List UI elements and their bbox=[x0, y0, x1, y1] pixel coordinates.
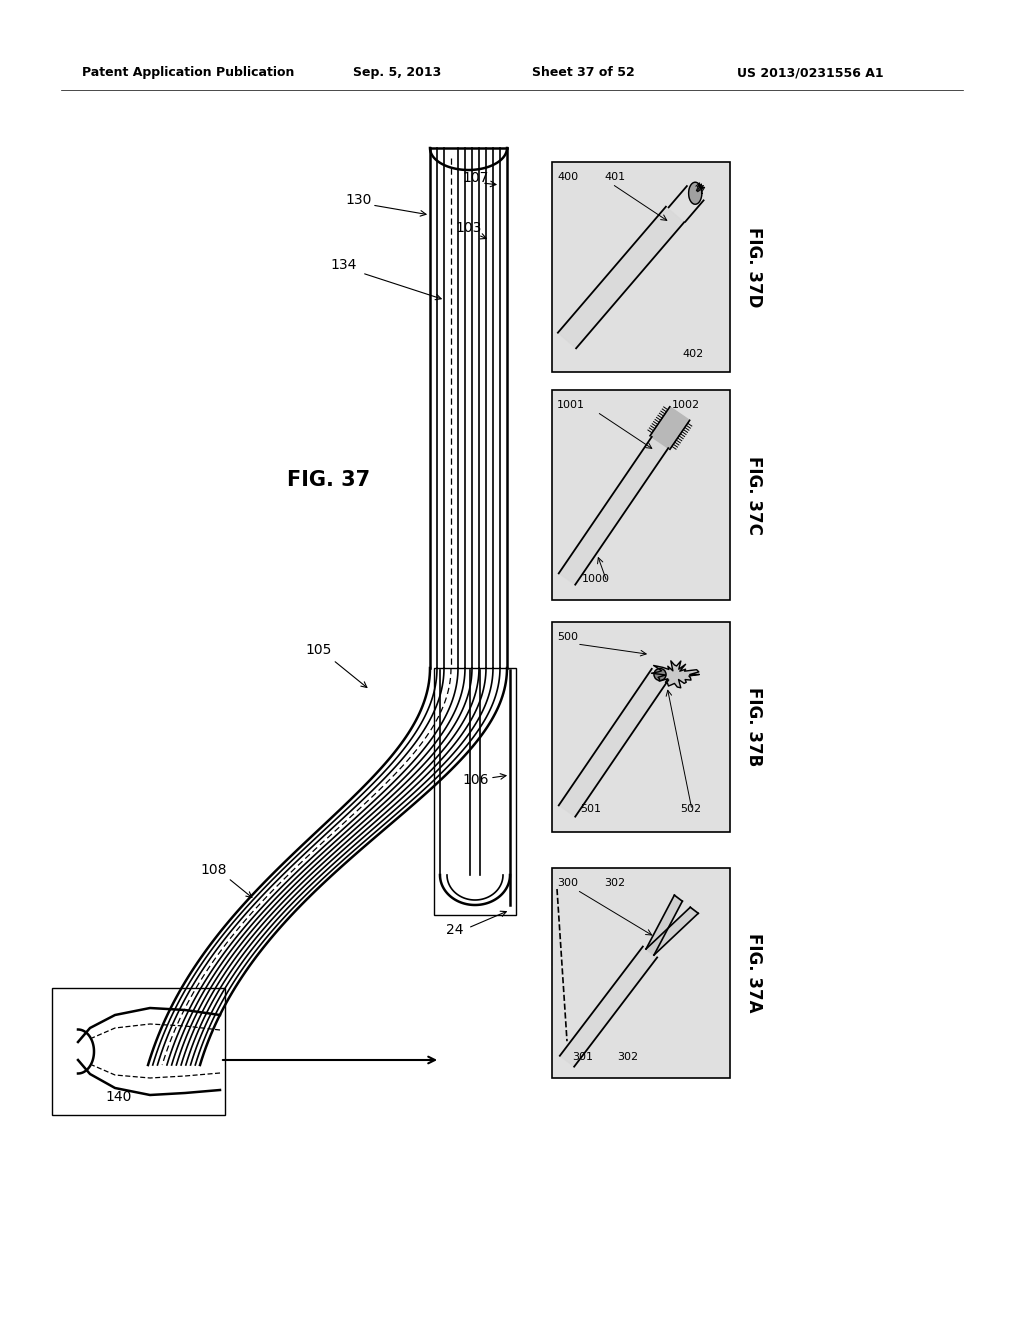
Text: 402: 402 bbox=[682, 348, 703, 359]
Polygon shape bbox=[646, 895, 682, 956]
Text: Sheet 37 of 52: Sheet 37 of 52 bbox=[532, 66, 635, 79]
Text: 301: 301 bbox=[572, 1052, 593, 1063]
Text: 302: 302 bbox=[617, 1052, 638, 1063]
Text: 140: 140 bbox=[105, 1090, 131, 1104]
Polygon shape bbox=[650, 407, 689, 449]
Bar bbox=[552, 869, 730, 1078]
Polygon shape bbox=[558, 207, 684, 348]
Text: 105: 105 bbox=[305, 643, 332, 657]
Polygon shape bbox=[651, 661, 698, 688]
Bar bbox=[552, 389, 730, 601]
Text: FIG. 37D: FIG. 37D bbox=[745, 227, 763, 308]
Polygon shape bbox=[559, 437, 669, 585]
Text: 302: 302 bbox=[604, 878, 625, 888]
Text: 501: 501 bbox=[580, 804, 601, 814]
Text: FIG. 37B: FIG. 37B bbox=[745, 688, 763, 767]
Text: 400: 400 bbox=[557, 172, 579, 182]
Bar bbox=[552, 622, 730, 832]
Circle shape bbox=[654, 668, 666, 681]
Text: 300: 300 bbox=[557, 878, 578, 888]
Text: Patent Application Publication: Patent Application Publication bbox=[82, 66, 294, 79]
Bar bbox=[52, 987, 225, 1115]
Text: 108: 108 bbox=[200, 863, 226, 876]
Text: 500: 500 bbox=[557, 632, 578, 642]
Text: 1002: 1002 bbox=[672, 400, 700, 411]
Polygon shape bbox=[688, 182, 701, 205]
Text: FIG. 37C: FIG. 37C bbox=[745, 455, 763, 535]
Text: 130: 130 bbox=[345, 193, 372, 207]
Bar bbox=[552, 162, 730, 372]
Text: Sep. 5, 2013: Sep. 5, 2013 bbox=[353, 66, 441, 79]
Text: 502: 502 bbox=[680, 804, 701, 814]
Text: FIG. 37: FIG. 37 bbox=[287, 470, 370, 490]
Polygon shape bbox=[560, 946, 657, 1067]
Bar bbox=[434, 668, 516, 915]
Text: FIG. 37A: FIG. 37A bbox=[745, 933, 763, 1012]
Text: US 2013/0231556 A1: US 2013/0231556 A1 bbox=[737, 66, 884, 79]
Polygon shape bbox=[646, 907, 698, 956]
Text: 106: 106 bbox=[462, 774, 488, 787]
Text: 107: 107 bbox=[462, 172, 488, 185]
Text: 401: 401 bbox=[604, 172, 625, 182]
Text: 1001: 1001 bbox=[557, 400, 585, 411]
Text: 134: 134 bbox=[330, 257, 356, 272]
Text: 24: 24 bbox=[446, 923, 464, 937]
Text: 103: 103 bbox=[455, 220, 481, 235]
Text: 1000: 1000 bbox=[582, 574, 610, 583]
Polygon shape bbox=[559, 669, 669, 817]
